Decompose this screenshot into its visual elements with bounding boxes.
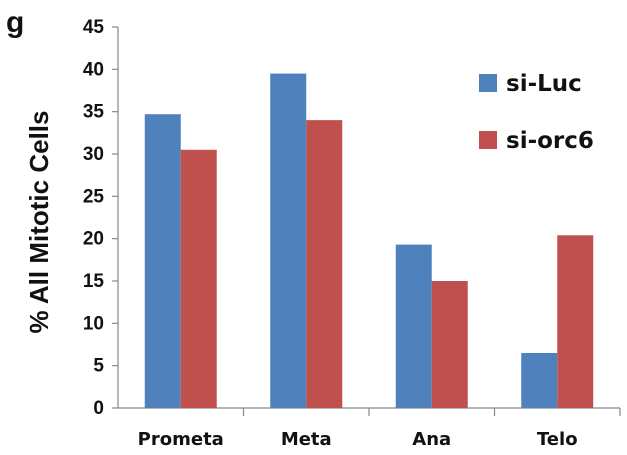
x-tick-label: Prometa (138, 429, 224, 450)
y-tick-label: 0 (93, 398, 104, 419)
bar-si-Luc-Telo (521, 352, 558, 408)
bar-si-Luc-Meta (270, 73, 307, 409)
legend-label: si-orc6 (506, 128, 594, 154)
y-axis-label: % All Mitotic Cells (24, 111, 54, 334)
y-tick-label: 15 (83, 271, 105, 292)
legend-swatch (479, 131, 497, 149)
y-tick-label: 10 (83, 313, 104, 334)
axes: 0 5 10 15 20 25 30 35 40 45 Prometa Meta Ana Telo (83, 17, 621, 450)
y-tick-label: 35 (83, 102, 105, 123)
bar-si-orc6-Telo (557, 235, 594, 408)
y-tick-label: 25 (83, 186, 105, 207)
bar-si-Luc-Prometa (144, 114, 181, 408)
y-tick-label: 30 (83, 144, 104, 165)
bars-group (144, 73, 594, 409)
y-tick-label: 45 (83, 17, 105, 38)
x-tick-label: Meta (281, 429, 332, 450)
legend: si-Luc si-orc6 (479, 71, 594, 154)
y-tick-label: 40 (83, 59, 104, 80)
bar-si-orc6-Meta (306, 120, 343, 408)
bar-si-orc6-Ana (431, 281, 468, 408)
bar-si-Luc-Ana (395, 244, 432, 408)
bar-si-orc6-Prometa (180, 149, 217, 408)
y-tick-label: 5 (93, 356, 104, 377)
y-tick-label: 20 (83, 229, 104, 250)
panel-label: g (6, 6, 24, 39)
x-tick-label: Ana (412, 429, 451, 450)
x-tick-label: Telo (537, 429, 578, 450)
legend-label: si-Luc (506, 71, 582, 97)
legend-swatch (479, 74, 497, 92)
